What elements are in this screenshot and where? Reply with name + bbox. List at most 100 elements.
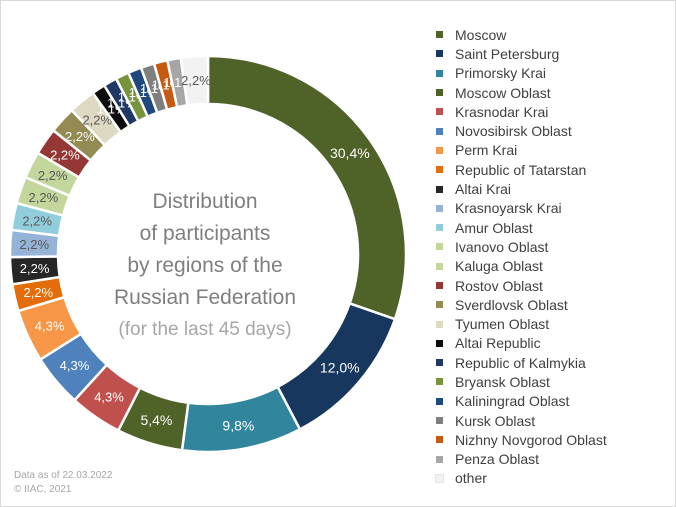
legend-item: Moscow Oblast [436,83,607,102]
legend-label: Bryansk Oblast [455,373,550,390]
data-label-24: 2,2% [181,73,211,88]
data-label-13: 2,2% [38,168,68,183]
legend-item: Altai Krai [436,179,607,198]
legend-label: Republic of Tatarstan [455,161,587,178]
legend-swatch [436,378,443,386]
legend-swatch [436,224,443,232]
legend-swatch [436,204,443,212]
data-label-6: 4,3% [60,358,90,373]
legend-swatch [436,455,443,463]
footnote-copyright: © IIAC, 2021 [14,484,72,495]
legend-swatch [436,243,443,251]
legend-label: Primorsky Krai [455,65,547,82]
legend-item: Kaluga Oblast [436,257,607,276]
legend-swatch [436,282,443,289]
legend-label: Perm Krai [455,142,518,159]
legend-label: Novosibirsk Oblast [455,123,572,140]
data-label-12: 2,2% [29,190,59,205]
legend-item: Bryansk Oblast [436,372,607,391]
footnote: Data as of 22.03.2022 © IIAC, 2021 [14,469,112,497]
footnote-date: Data as of 22.03.2022 [14,470,113,481]
legend-swatch [436,127,443,135]
data-label-16: 2,2% [82,112,112,127]
legend-item: Amur Oblast [436,218,607,237]
legend-swatch [436,50,443,58]
data-label-5: 4,3% [94,390,124,405]
legend-item: Krasnoyarsk Krai [436,199,607,218]
data-label-4: 5,4% [140,412,172,428]
data-label-14: 2,2% [50,148,80,163]
legend-item: Sverdlovsk Oblast [436,295,607,314]
data-label-15: 2,2% [65,129,95,144]
chart-title: Distribution of participants by regions … [95,186,315,346]
legend-item: Rostov Oblast [436,276,607,295]
chart-title-line-2: of participants [139,222,271,245]
legend-item: Republic of Kalmykia [436,353,607,372]
legend-label: Krasnodar Krai [455,103,549,120]
legend-label: other [455,470,487,487]
legend-swatch [436,417,443,425]
data-label-8: 2,2% [23,285,53,300]
legend-label: Amur Oblast [455,219,533,236]
legend-label: Moscow Oblast [455,84,551,101]
legend-swatch [436,108,443,116]
chart-title-line-4: Russian Federation [113,286,297,309]
legend-item: Saint Petersburg [436,44,607,63]
legend-label: Rostov Oblast [455,277,543,294]
legend-item: Primorsky Krai [436,64,607,83]
legend-swatch [436,185,443,193]
legend-swatch [436,301,443,309]
legend-label: Tyumen Oblast [455,316,550,333]
legend-label: Moscow [455,26,507,43]
data-label-1: 30,4% [330,145,370,161]
data-label-3: 9,8% [222,417,254,433]
legend-item: Krasnodar Krai [436,102,607,121]
legend-item: Novosibirsk Oblast [436,121,607,140]
data-label-2: 12,0% [320,360,360,376]
legend-item: Republic of Tatarstan [436,160,607,179]
legend-label: Kaliningrad Oblast [455,393,570,410]
data-label-7: 4,3% [35,318,65,333]
chart-subtitle: (for the last 45 days) [118,319,292,340]
legend-item: Penza Oblast [436,450,607,469]
legend-label: Altai Krai [455,181,512,198]
legend-label: Kaluga Oblast [455,258,543,275]
legend-swatch [436,69,443,77]
legend-swatch [436,146,443,154]
legend-item: Tyumen Oblast [436,314,607,333]
legend-swatch [436,320,443,328]
legend-swatch [436,339,443,347]
data-label-10: 2,2% [19,237,49,252]
legend-swatch [436,166,443,174]
legend-swatch [436,31,443,39]
legend-swatch [436,359,443,367]
legend-label: Penza Oblast [455,451,540,468]
legend-swatch [436,89,443,97]
legend-label: Altai Republic [455,335,541,352]
legend-label: Sverdlovsk Oblast [455,296,568,313]
data-label-11: 2,2% [22,213,52,228]
legend-item: Kursk Oblast [436,411,607,430]
legend-label: Krasnoyarsk Krai [455,200,562,217]
legend-item: other [435,469,607,488]
legend-label: Republic of Kalmykia [455,354,586,371]
legend-item: Nizhny Novgorod Oblast [436,430,607,449]
chart-title-line-1: Distribution [152,190,258,213]
legend-item: Moscow [436,25,607,44]
legend-swatch [436,397,443,405]
legend-swatch [436,262,443,270]
legend-swatch [436,436,443,444]
legend-label: Ivanovo Oblast [455,238,549,255]
legend-swatch [435,473,444,483]
legend-label: Kursk Oblast [455,412,536,429]
legend-item: Altai Republic [436,334,607,353]
legend-label: Nizhny Novgorod Oblast [455,431,607,448]
legend-item: Ivanovo Oblast [436,237,607,256]
legend-item: Kaliningrad Oblast [436,392,607,411]
chart-title-line-3: by regions of the [127,254,283,277]
donut-slice-24 [179,54,210,107]
legend-item: Perm Krai [436,141,607,160]
data-label-9: 2,2% [20,261,50,276]
legend-label: Saint Petersburg [455,45,560,62]
